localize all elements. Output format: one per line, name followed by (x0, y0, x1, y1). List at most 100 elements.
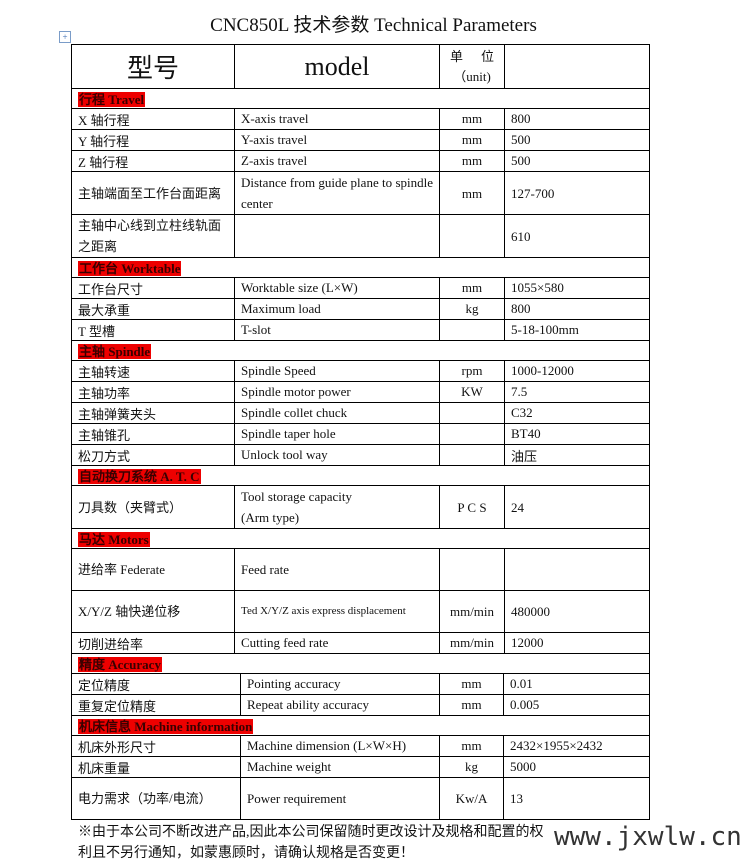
param-name-cn: 松刀方式 (71, 444, 235, 466)
param-name-cn: 刀具数（夹臂式） (71, 485, 235, 529)
param-value: 油压 (504, 444, 650, 466)
table-row: 切削进给率 Cutting feed rate mm/min 12000 (71, 632, 650, 654)
param-name-cn: T 型槽 (71, 319, 235, 341)
param-name-en: Spindle motor power (234, 381, 440, 403)
param-value: 800 (504, 108, 650, 130)
param-name-cn: Y 轴行程 (71, 129, 235, 151)
section-header-row: 精度 Accuracy (70, 653, 651, 674)
param-name-en: Distance from guide plane to spindle cen… (234, 171, 440, 215)
header-model-en: model (234, 44, 440, 89)
param-name-en: Unlock tool way (234, 444, 440, 466)
param-value: 480000 (504, 590, 650, 633)
param-unit: mm (439, 694, 504, 716)
param-name-en: Worktable size (L×W) (234, 277, 440, 299)
param-name-en: Power requirement (240, 777, 440, 820)
section-header: 主轴 Spindle (71, 340, 650, 361)
param-unit: mm (439, 129, 505, 151)
section-header-row: 主轴 Spindle (71, 340, 650, 361)
param-unit: rpm (439, 360, 505, 382)
param-value: 500 (504, 150, 650, 172)
param-name-en: Spindle taper hole (234, 423, 440, 445)
param-name-cn: 机床重量 (71, 756, 241, 778)
table-row: T 型槽 T-slot 5-18-100mm (71, 319, 650, 341)
param-value: 0.01 (502, 673, 651, 695)
footer: ※由于本公司不断改进产品,因此本公司保留随时更改设计及规格和配置的权利且不另行通… (71, 822, 747, 864)
param-name-cn: 定位精度 (71, 673, 241, 695)
param-name-en: Tool storage capacity (Arm type) (234, 485, 440, 529)
param-name-en: Spindle Speed (234, 360, 440, 382)
param-name-en: X-axis travel (234, 108, 440, 130)
header-unit: 单 位 （unit) (439, 44, 505, 89)
param-unit: kg (439, 756, 504, 778)
param-value: 24 (504, 485, 650, 529)
param-unit: mm (439, 673, 504, 695)
param-name-en (234, 214, 440, 258)
param-value: 12000 (504, 632, 650, 654)
section-header-row: 工作台 Worktable (71, 257, 650, 278)
param-value: 2432×1955×2432 (502, 735, 651, 757)
param-unit: mm (439, 108, 505, 130)
param-unit (439, 548, 505, 591)
header-value (504, 44, 650, 89)
param-unit: P C S (439, 485, 505, 529)
table-row: X 轴行程 X-axis travel mm 800 (71, 108, 650, 130)
table-header-row: 型号 model 单 位 （unit) (71, 44, 650, 89)
param-name-en: Machine weight (240, 756, 440, 778)
param-name-en: Ted X/Y/Z axis express displacement (234, 590, 440, 633)
param-unit: mm (439, 735, 504, 757)
section-title: 主轴 Spindle (78, 344, 152, 359)
param-name-en-line: (Arm type) (241, 510, 300, 525)
param-name-cn: 电力需求（功率/电流） (71, 777, 241, 820)
parameters-table-lower: 精度 Accuracy 定位精度 Pointing accuracy mm 0.01 重复… (70, 653, 651, 820)
header-model-cn: 型号 (71, 44, 235, 89)
param-unit: KW (439, 381, 505, 403)
param-name-en: Repeat ability accuracy (240, 694, 440, 716)
section-title: 机床信息 Machine information (78, 719, 254, 734)
document-body: 型号 model 单 位 （unit) 行程 Travel X 轴行程 X-axis … (70, 44, 747, 864)
param-value (504, 548, 650, 591)
param-name-cn: 主轴功率 (71, 381, 235, 403)
header-unit-en: （unit) (453, 68, 491, 84)
table-row: 进给率 Federate Feed rate (71, 548, 650, 591)
table-row: 最大承重 Maximum load kg 800 (71, 298, 650, 320)
table-row: 机床外形尺寸 Machine dimension (L×W×H) mm 2432×19… (71, 735, 651, 757)
table-move-handle-icon[interactable]: + (59, 31, 71, 43)
param-value: 500 (504, 129, 650, 151)
param-unit (439, 214, 505, 258)
table-row: 松刀方式 Unlock tool way 油压 (71, 444, 650, 466)
param-unit (439, 402, 505, 424)
section-header: 马达 Motors (71, 528, 650, 549)
section-title: 工作台 Worktable (78, 261, 182, 276)
param-name-cn: 主轴端面至工作台面距离 (71, 171, 235, 215)
header-unit-cn: 单 位 (450, 48, 494, 64)
param-value: C32 (504, 402, 650, 424)
table-row: 主轴锥孔 Spindle taper hole BT40 (71, 423, 650, 445)
param-name-cn: 工作台尺寸 (71, 277, 235, 299)
param-name-en: Z-axis travel (234, 150, 440, 172)
disclaimer-note: ※由于本公司不断改进产品,因此本公司保留随时更改设计及规格和配置的权利且不另行通… (78, 825, 544, 861)
table-row: 主轴端面至工作台面距离 Distance from guide plane to … (71, 171, 650, 215)
table-row: 主轴弹簧夹头 Spindle collet chuck C32 (71, 402, 650, 424)
param-unit: mm/min (439, 632, 505, 654)
section-header: 自动换刀系统 A. T. C (71, 465, 650, 486)
param-value: 7.5 (504, 381, 650, 403)
param-name-cn: 进给率 Federate (71, 548, 235, 591)
param-name-en: Maximum load (234, 298, 440, 320)
table-row: 主轴功率 Spindle motor power KW 7.5 (71, 381, 650, 403)
table-row: 定位精度 Pointing accuracy mm 0.01 (71, 673, 651, 695)
param-value: 1000-12000 (504, 360, 650, 382)
table-row: 主轴中心线到立柱线轨面之距离 610 (71, 214, 650, 258)
param-name-en: Machine dimension (L×W×H) (240, 735, 440, 757)
param-name-cn: Z 轴行程 (71, 150, 235, 172)
section-header-row: 马达 Motors (71, 528, 650, 549)
table-row: 机床重量 Machine weight kg 5000 (71, 756, 651, 778)
watermark: www.jxwlw.cn (554, 822, 742, 852)
param-name-en-line: Tool storage capacity (241, 489, 352, 504)
section-title: 精度 Accuracy (78, 657, 162, 672)
param-unit: mm (439, 150, 505, 172)
document-title: CNC850L 技术参数 Technical Parameters (210, 15, 537, 36)
param-unit: mm (439, 277, 505, 299)
param-unit: Kw/A (439, 777, 504, 820)
param-unit: mm/min (439, 590, 505, 633)
table-row: 主轴转速 Spindle Speed rpm 1000-12000 (71, 360, 650, 382)
